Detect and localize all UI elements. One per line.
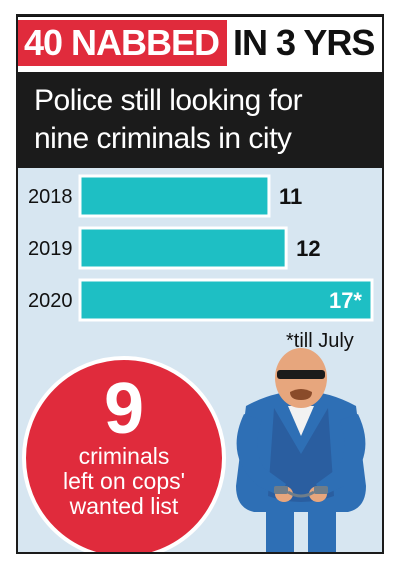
value-label-2020: 17* (329, 288, 362, 313)
headline-black: IN 3 YRS (233, 22, 375, 63)
category-label-2019: 2019 (28, 238, 73, 260)
category-label-2018: 2018 (28, 186, 73, 208)
bar-chart: 2018 11 2019 12 2020 17* (28, 174, 374, 322)
callout-line-3: wanted list (69, 493, 179, 519)
footnote: *till July (286, 330, 354, 352)
callout-line-1: criminals (78, 443, 170, 469)
callout-line-2: left on cops' (62, 468, 186, 494)
subhead-line-1: Police still looking for (34, 84, 303, 117)
value-label-2018: 11 (279, 184, 302, 209)
headline: 40 NABBED IN 3 YRS (16, 14, 384, 68)
infographic: 40 NABBED IN 3 YRS Police still looking … (16, 14, 384, 554)
category-label-2020: 2020 (28, 290, 73, 312)
value-label-2019: 12 (296, 236, 320, 261)
callout-number: 9 (103, 369, 145, 449)
top-rule (16, 14, 384, 17)
subhead-line-2: nine criminals in city (34, 122, 292, 155)
bar-2019 (78, 226, 288, 270)
chart-panel: 2018 11 2019 12 2020 17* *till July 9 crimina… (16, 168, 384, 554)
subhead: Police still looking for nine criminals … (16, 72, 384, 168)
bar-2020 (78, 278, 374, 322)
callout-circle: 9 criminals left on cops' wanted list (22, 356, 226, 554)
headline-red: 40 NABBED (16, 20, 228, 66)
handcuffed-criminal-icon (236, 348, 366, 554)
bar-2018 (78, 174, 271, 218)
